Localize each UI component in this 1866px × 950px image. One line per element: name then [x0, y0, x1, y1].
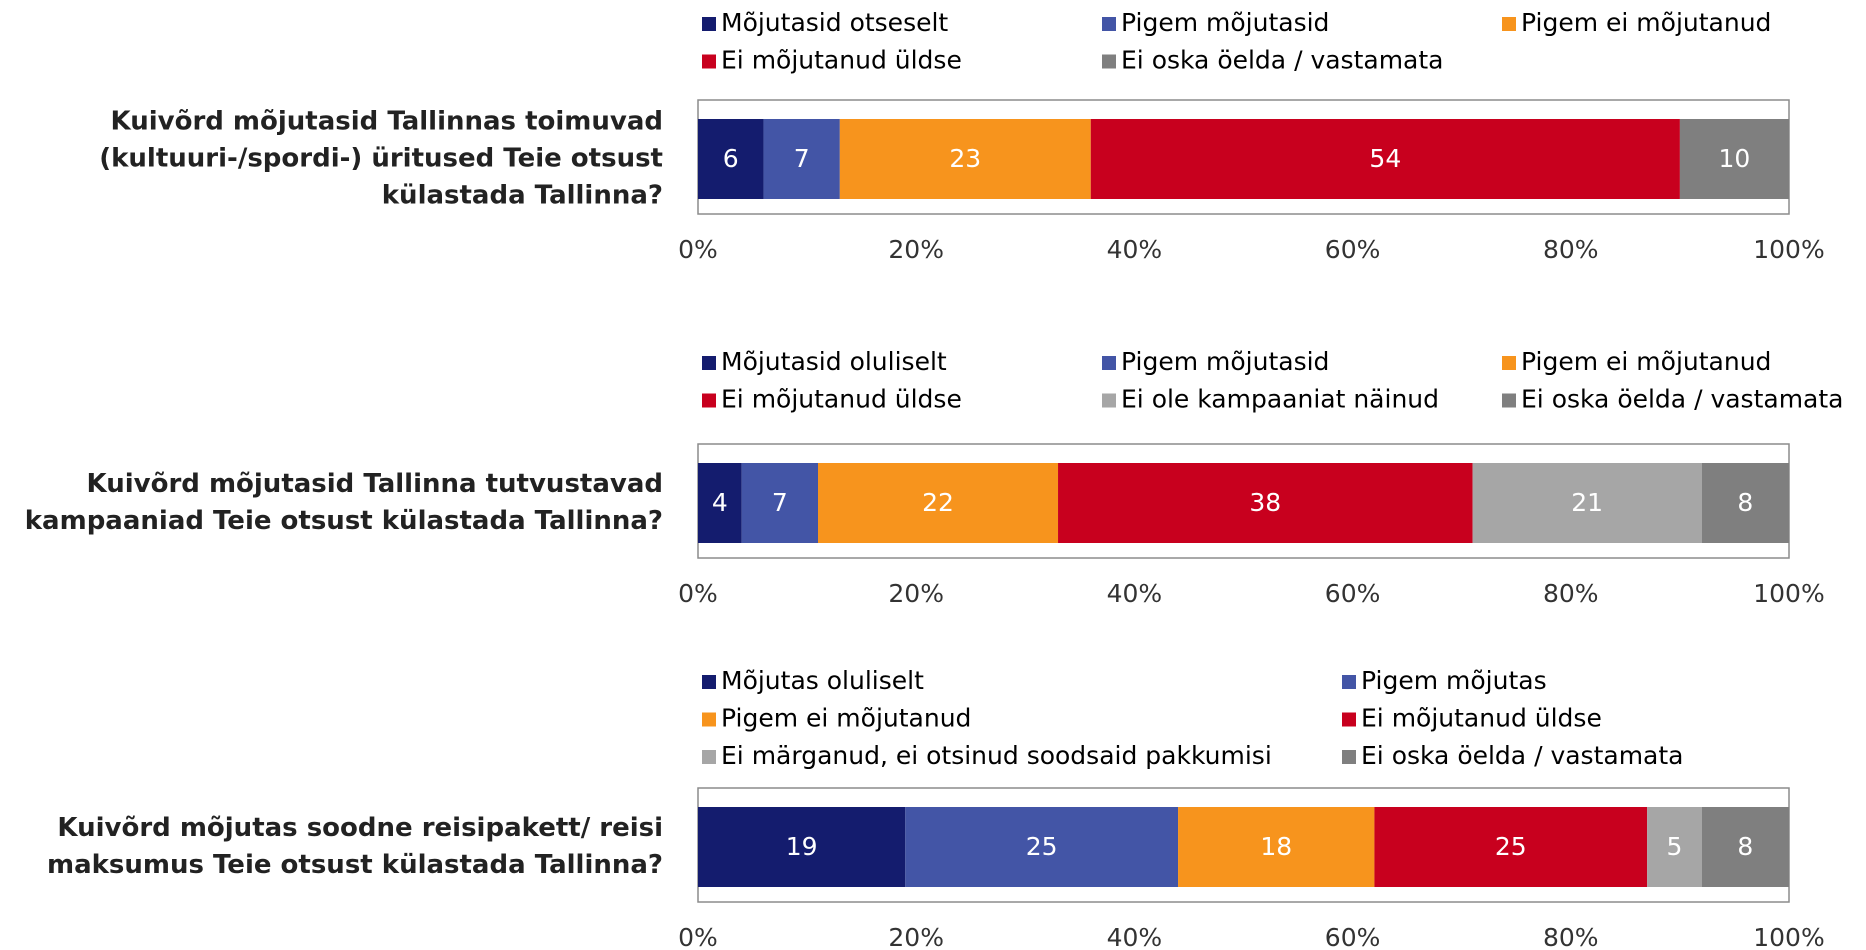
bar-segment	[698, 119, 764, 199]
legend-swatch	[702, 393, 716, 408]
data-label: 4	[712, 488, 728, 517]
x-tick-label: 80%	[1543, 579, 1599, 608]
data-label: 8	[1737, 488, 1753, 517]
data-label: 23	[949, 144, 981, 173]
legend-swatch	[702, 712, 716, 727]
x-tick-label: 0%	[678, 923, 718, 950]
legend-swatch	[1342, 712, 1356, 727]
legend-swatch	[702, 356, 716, 370]
data-label: 7	[772, 488, 788, 517]
bar-segment	[698, 463, 742, 543]
legend-label: Ei mõjutanud üldse	[1361, 704, 1602, 733]
legend-swatch	[1502, 393, 1516, 408]
data-label: 38	[1249, 488, 1281, 517]
legend-label: Ei ole kampaaniat näinud	[1121, 385, 1439, 414]
bar-segment	[698, 807, 906, 887]
question-label: Kuivõrd mõjutas soodne reisipakett/ reis…	[46, 813, 663, 880]
legend-label: Ei oska öelda / vastamata	[1521, 385, 1844, 414]
x-tick-label: 20%	[888, 923, 944, 950]
legend-label: Pigem ei mõjutanud	[1521, 347, 1771, 376]
bar-segment	[1058, 463, 1473, 543]
data-label: 7	[794, 144, 810, 173]
x-tick-label: 40%	[1107, 579, 1163, 608]
legend-label: Pigem mõjutas	[1361, 666, 1547, 695]
legend-swatch	[702, 750, 716, 764]
legend-label: Mõjutasid oluliselt	[721, 347, 947, 376]
x-tick-label: 60%	[1325, 579, 1381, 608]
x-tick-label: 80%	[1543, 235, 1599, 264]
legend-swatch	[1502, 17, 1516, 31]
bar-segment	[1090, 119, 1680, 199]
data-label: 54	[1369, 144, 1401, 173]
bar-segment	[1701, 463, 1789, 543]
bar-segment	[741, 463, 819, 543]
legend-swatch	[1102, 393, 1116, 408]
legend-swatch	[1502, 356, 1516, 370]
x-tick-label: 60%	[1325, 923, 1381, 950]
legend-label: Ei oska öelda / vastamata	[1121, 46, 1444, 75]
x-tick-label: 60%	[1325, 235, 1381, 264]
bar-segment	[1374, 807, 1648, 887]
legend-swatch	[702, 675, 716, 689]
legend-label: Ei oska öelda / vastamata	[1361, 741, 1684, 770]
data-label: 25	[1026, 832, 1058, 861]
bar-segment	[763, 119, 840, 199]
legend-label: Mõjutasid otseselt	[721, 8, 948, 37]
legend-swatch	[702, 17, 716, 31]
data-label: 8	[1737, 832, 1753, 861]
legend-swatch	[1102, 356, 1116, 370]
bar-segment	[1472, 463, 1702, 543]
bar-segment	[839, 119, 1091, 199]
data-label: 19	[786, 832, 818, 861]
question-label: Kuivõrd mõjutasid Tallinna tutvustavad k…	[24, 469, 663, 536]
legend-swatch	[1102, 54, 1116, 69]
data-label: 25	[1495, 832, 1527, 861]
x-tick-label: 100%	[1753, 235, 1824, 264]
bar-segment	[1647, 807, 1702, 887]
x-tick-label: 100%	[1753, 923, 1824, 950]
legend-swatch	[702, 54, 716, 69]
data-label: 22	[922, 488, 954, 517]
legend-label: Ei mõjutanud üldse	[721, 385, 962, 414]
legend-swatch	[1342, 675, 1356, 689]
x-tick-label: 40%	[1107, 235, 1163, 264]
x-tick-label: 0%	[678, 579, 718, 608]
data-label: 18	[1260, 832, 1292, 861]
legend-swatch	[1342, 750, 1356, 764]
legend-label: Pigem ei mõjutanud	[1521, 8, 1771, 37]
x-tick-label: 80%	[1543, 923, 1599, 950]
x-tick-label: 100%	[1753, 579, 1824, 608]
bar-segment	[818, 463, 1059, 543]
data-label: 5	[1666, 832, 1682, 861]
data-label: 21	[1571, 488, 1603, 517]
bar-segment	[1679, 119, 1789, 199]
bar-segment	[1178, 807, 1375, 887]
legend-swatch	[1102, 17, 1116, 31]
bar-segment	[905, 807, 1179, 887]
data-label: 6	[723, 144, 739, 173]
legend-label: Mõjutas oluliselt	[721, 666, 924, 695]
legend-label: Pigem ei mõjutanud	[721, 704, 971, 733]
x-tick-label: 40%	[1107, 923, 1163, 950]
data-label: 10	[1719, 144, 1751, 173]
x-tick-label: 0%	[678, 235, 718, 264]
legend-label: Pigem mõjutasid	[1121, 347, 1329, 376]
bar-segment	[1701, 807, 1789, 887]
legend-label: Ei mõjutanud üldse	[721, 46, 962, 75]
x-tick-label: 20%	[888, 235, 944, 264]
legend-label: Ei märganud, ei otsinud soodsaid pakkumi…	[721, 741, 1272, 770]
x-tick-label: 20%	[888, 579, 944, 608]
legend-label: Pigem mõjutasid	[1121, 8, 1329, 37]
question-label: Kuivõrd mõjutasid Tallinnas toimuvad (ku…	[99, 106, 663, 211]
